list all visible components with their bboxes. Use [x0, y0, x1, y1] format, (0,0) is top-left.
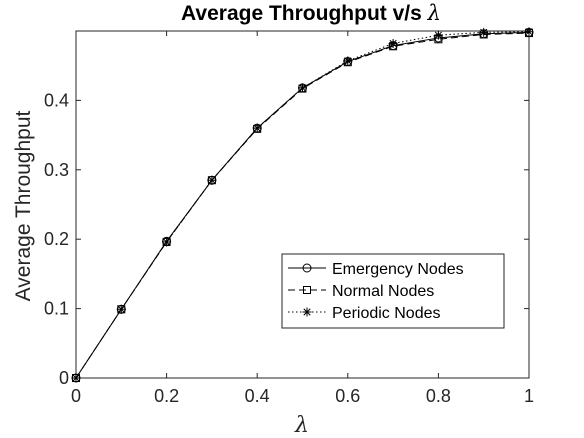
data-point — [479, 27, 489, 37]
legend-label: Emergency Nodes — [332, 261, 464, 278]
data-point-shape — [433, 30, 443, 40]
legend-marker — [302, 307, 312, 317]
chart-title-lambda: λ — [427, 1, 441, 25]
data-point-shape — [116, 304, 126, 314]
legend-item: Normal Nodes — [288, 283, 434, 300]
data-point-shape — [343, 56, 353, 66]
legend-item: Periodic Nodes — [288, 305, 441, 322]
data-point-shape — [298, 83, 307, 93]
legend-label: Normal Nodes — [332, 283, 434, 300]
y-tick-label: 0.2 — [44, 229, 69, 249]
series-group — [71, 27, 534, 383]
legend-label: Periodic Nodes — [332, 305, 441, 322]
x-tick-label: 0.4 — [245, 386, 270, 406]
data-point — [524, 27, 534, 37]
series-line — [75, 31, 530, 379]
data-point-shape — [524, 27, 534, 37]
series-3 — [71, 27, 534, 383]
legend-marker — [303, 286, 311, 294]
data-point — [71, 373, 81, 383]
data-point-shape — [388, 38, 398, 48]
legend-marker — [302, 263, 312, 273]
legend-marker-shape — [302, 263, 312, 273]
x-tick-label: 0.2 — [154, 386, 179, 406]
data-point-shape — [207, 175, 217, 185]
y-axis-label: Average Throughput — [12, 110, 35, 301]
legend-box — [281, 253, 505, 329]
data-point — [433, 30, 443, 40]
data-point — [388, 38, 398, 48]
data-point — [162, 237, 172, 247]
y-tick-label: 0 — [59, 368, 69, 388]
data-point-shape — [252, 123, 262, 133]
data-point — [207, 175, 217, 185]
y-tick-label: 0.3 — [44, 160, 69, 180]
y-tick-label: 0.4 — [44, 90, 69, 110]
legend-item: Emergency Nodes — [288, 261, 464, 278]
x-axis-label: λ — [294, 413, 309, 438]
data-point — [252, 123, 262, 133]
legend-marker-shape — [302, 307, 312, 317]
chart-title-text: Average Throughput v/s — [181, 2, 428, 25]
data-point — [116, 304, 126, 314]
data-point — [343, 56, 353, 66]
chart-title: Average Throughput v/s λ — [181, 1, 441, 25]
legend-marker-shape — [303, 286, 311, 294]
y-tick-label: 0.1 — [44, 299, 69, 319]
data-point — [298, 83, 307, 93]
x-tick-label: 1 — [524, 386, 534, 406]
x-tick-label: 0.6 — [335, 386, 360, 406]
data-point-shape — [479, 27, 489, 37]
x-tick-label: 0.8 — [426, 386, 451, 406]
x-tick-label: 0 — [71, 386, 81, 406]
data-point-shape — [162, 237, 172, 247]
data-point-shape — [71, 373, 81, 383]
legend: Emergency Nodes Normal Nodes Periodic Node… — [281, 253, 505, 329]
